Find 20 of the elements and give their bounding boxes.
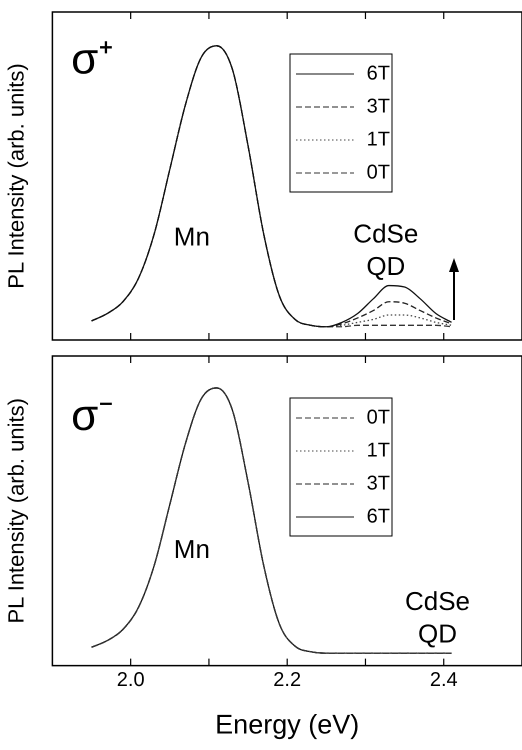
legend-label: 0T bbox=[366, 162, 390, 184]
legend-label: 6T bbox=[366, 506, 390, 528]
annotation: Mn bbox=[174, 221, 210, 252]
annotation: CdSe QD bbox=[353, 218, 418, 281]
annotation: Mn bbox=[174, 534, 210, 564]
y-axis-title: PL Intensity (arb. units) bbox=[3, 398, 28, 624]
legend-label: 1T bbox=[366, 440, 390, 462]
legend-label: 1T bbox=[366, 128, 390, 151]
annotation: σ⁺ bbox=[71, 34, 114, 84]
x-axis-title: Energy (eV) bbox=[215, 709, 360, 740]
x-tick-label: 2.4 bbox=[430, 669, 458, 692]
legend-label: 3T bbox=[366, 96, 390, 118]
annotation: CdSe QD bbox=[404, 586, 470, 649]
x-tick-label: 2.0 bbox=[116, 669, 145, 692]
y-axis-title: PL Intensity (arb. units) bbox=[3, 63, 28, 289]
legend-label: 3T bbox=[366, 472, 390, 495]
legend-label: 6T bbox=[366, 62, 390, 85]
annotation: σ⁻ bbox=[71, 391, 114, 440]
x-tick-label: 2.2 bbox=[273, 669, 302, 692]
legend-label: 0T bbox=[366, 406, 390, 429]
